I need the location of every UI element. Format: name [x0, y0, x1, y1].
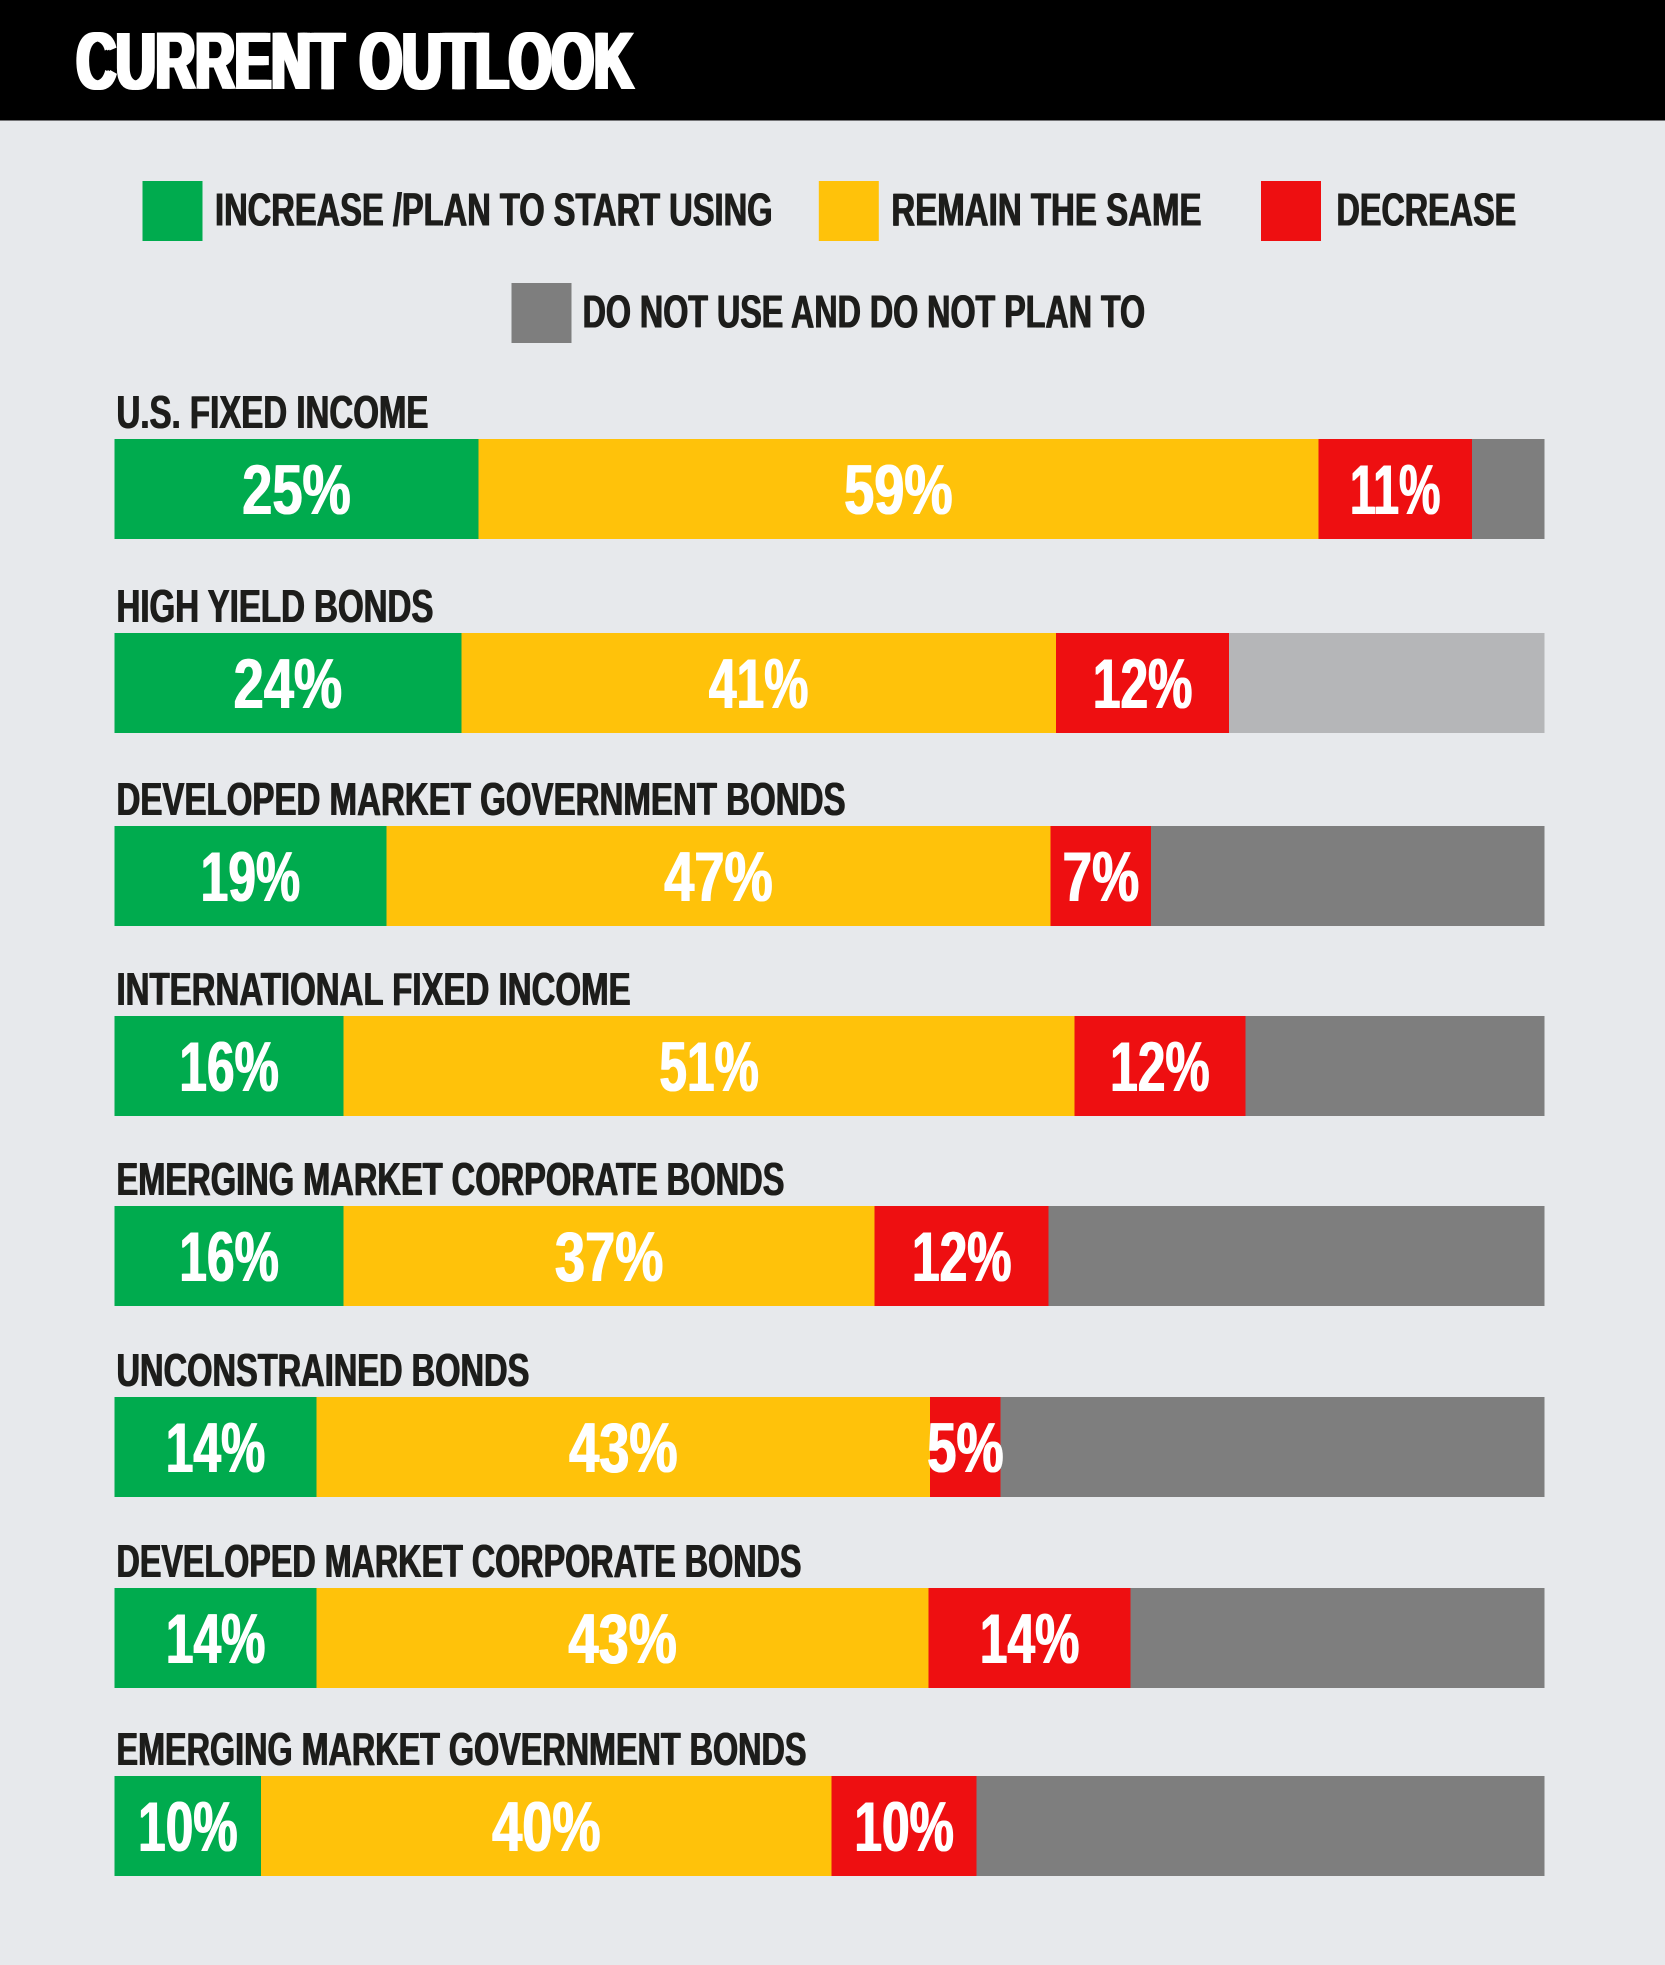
svg-text:41%: 41%: [708, 644, 807, 723]
svg-text:14%: 14%: [166, 1408, 265, 1487]
svg-text:24%: 24%: [234, 645, 343, 724]
svg-text:25%: 25%: [242, 451, 351, 530]
svg-text:DEVELOPED MARKET GOVERNMENT BO: DEVELOPED MARKET GOVERNMENT BONDS: [117, 775, 846, 826]
svg-text:37%: 37%: [555, 1218, 664, 1297]
svg-text:DEVELOPED MARKET GOVERNMENT BO: DEVELOPED MARKET GOVERNMENT BONDS: [116, 775, 845, 826]
svg-text:12%: 12%: [1111, 1027, 1210, 1106]
svg-text:47%: 47%: [664, 838, 773, 917]
svg-text:16%: 16%: [179, 1027, 278, 1106]
svg-text:24%: 24%: [233, 645, 342, 724]
svg-text:EMERGING MARKET GOVERNMENT BON: EMERGING MARKET GOVERNMENT BONDS: [117, 1724, 807, 1775]
svg-text:14%: 14%: [980, 1599, 1079, 1678]
svg-text:12%: 12%: [911, 1217, 1010, 1296]
svg-text:43%: 43%: [568, 1409, 677, 1488]
svg-text:DO NOT USE AND DO NOT PLAN TO: DO NOT USE AND DO NOT PLAN TO: [582, 287, 1145, 338]
svg-text:INTERNATIONAL FIXED INCOME: INTERNATIONAL FIXED INCOME: [117, 965, 631, 1016]
svg-text:19%: 19%: [200, 837, 299, 916]
svg-text:47%: 47%: [665, 838, 774, 917]
svg-text:5%: 5%: [928, 1409, 1004, 1488]
svg-text:16%: 16%: [180, 1027, 279, 1106]
svg-text:DECREASE: DECREASE: [1336, 185, 1516, 236]
svg-text:INCREASE /PLAN TO START USING: INCREASE /PLAN TO START USING: [214, 185, 772, 236]
svg-text:UNCONSTRAINED BONDS: UNCONSTRAINED BONDS: [116, 1346, 529, 1397]
svg-text:HIGH YIELD BONDS: HIGH YIELD BONDS: [117, 582, 434, 633]
svg-text:U.S. FIXED INCOME: U.S. FIXED INCOME: [117, 388, 429, 439]
svg-text:UNCONSTRAINED BONDS: UNCONSTRAINED BONDS: [117, 1346, 530, 1397]
svg-text:U.S. FIXED INCOME: U.S. FIXED INCOME: [116, 388, 428, 439]
svg-text:5%: 5%: [926, 1409, 1002, 1488]
svg-text:10%: 10%: [139, 1787, 238, 1866]
svg-text:EMERGING MARKET GOVERNMENT BON: EMERGING MARKET GOVERNMENT BONDS: [116, 1724, 806, 1775]
svg-text:EMERGING MARKET CORPORATE BOND: EMERGING MARKET CORPORATE BONDS: [116, 1155, 784, 1206]
svg-text:41%: 41%: [710, 644, 809, 723]
svg-text:37%: 37%: [554, 1218, 663, 1297]
svg-text:DEVELOPED MARKET CORPORATE BON: DEVELOPED MARKET CORPORATE BONDS: [117, 1536, 802, 1587]
svg-text:14%: 14%: [165, 1599, 264, 1678]
svg-text:7%: 7%: [1063, 838, 1139, 917]
svg-text:DEVELOPED MARKET CORPORATE BON: DEVELOPED MARKET CORPORATE BONDS: [116, 1536, 801, 1587]
svg-text:59%: 59%: [843, 451, 952, 530]
svg-text:12%: 12%: [913, 1217, 1012, 1296]
svg-text:12%: 12%: [1093, 644, 1192, 723]
svg-text:59%: 59%: [845, 451, 954, 530]
svg-text:14%: 14%: [979, 1599, 1078, 1678]
svg-text:7%: 7%: [1062, 838, 1138, 917]
svg-text:16%: 16%: [179, 1217, 278, 1296]
svg-text:51%: 51%: [659, 1027, 758, 1106]
svg-text:14%: 14%: [165, 1408, 264, 1487]
svg-text:REMAIN THE SAME: REMAIN THE SAME: [891, 185, 1201, 236]
svg-text:43%: 43%: [570, 1409, 679, 1488]
svg-text:51%: 51%: [660, 1027, 759, 1106]
svg-text:40%: 40%: [491, 1788, 600, 1867]
svg-text:25%: 25%: [243, 451, 352, 530]
svg-text:19%: 19%: [201, 837, 300, 916]
svg-text:10%: 10%: [855, 1787, 954, 1866]
svg-text:CURRENT OUTLOOK: CURRENT OUTLOOK: [77, 15, 634, 107]
svg-text:40%: 40%: [493, 1788, 602, 1867]
svg-text:11%: 11%: [1349, 450, 1439, 529]
svg-text:INTERNATIONAL FIXED INCOME: INTERNATIONAL FIXED INCOME: [116, 965, 630, 1016]
svg-text:DECREASE: DECREASE: [1337, 185, 1517, 236]
svg-text:REMAIN THE SAME: REMAIN THE SAME: [892, 185, 1202, 236]
svg-text:43%: 43%: [568, 1600, 677, 1679]
svg-text:10%: 10%: [137, 1787, 236, 1866]
svg-text:10%: 10%: [854, 1787, 953, 1866]
svg-text:16%: 16%: [180, 1217, 279, 1296]
svg-text:CURRENT OUTLOOK: CURRENT OUTLOOK: [79, 15, 636, 107]
svg-text:11%: 11%: [1351, 450, 1441, 529]
svg-text:CURRENT OUTLOOK: CURRENT OUTLOOK: [74, 15, 631, 107]
svg-text:INCREASE /PLAN TO START USING: INCREASE /PLAN TO START USING: [216, 185, 774, 236]
svg-text:HIGH YIELD BONDS: HIGH YIELD BONDS: [116, 582, 433, 633]
svg-text:EMERGING MARKET CORPORATE BOND: EMERGING MARKET CORPORATE BONDS: [117, 1155, 785, 1206]
svg-text:DO NOT USE AND DO NOT PLAN TO: DO NOT USE AND DO NOT PLAN TO: [583, 287, 1146, 338]
svg-text:14%: 14%: [166, 1599, 265, 1678]
svg-text:43%: 43%: [569, 1600, 678, 1679]
svg-text:12%: 12%: [1092, 644, 1191, 723]
svg-text:12%: 12%: [1110, 1027, 1209, 1106]
